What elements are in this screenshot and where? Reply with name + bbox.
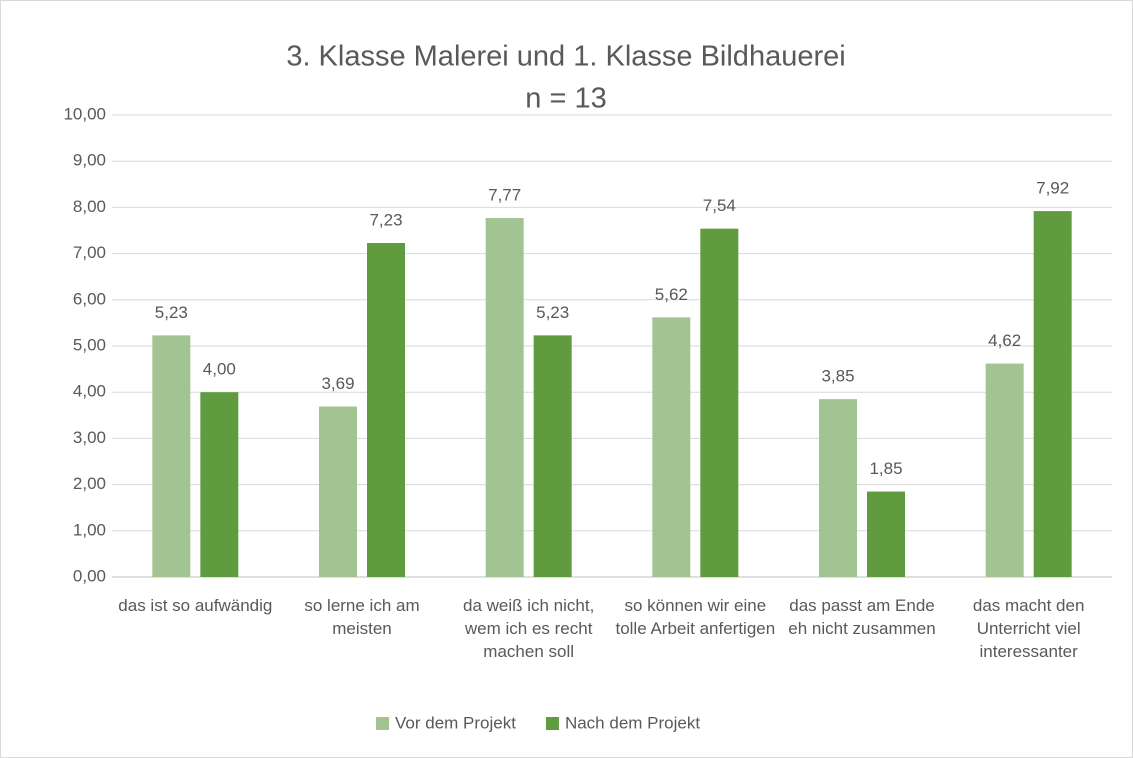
chart-title: 3. Klasse Malerei und 1. Klasse Bildhaue… <box>286 41 845 73</box>
value-label: 3,85 <box>821 367 854 386</box>
y-tick-label: 7,00 <box>73 243 106 262</box>
value-label: 7,92 <box>1036 179 1069 198</box>
x-tick-label: das passt am Ende eh nicht zusammen <box>788 596 936 638</box>
bar <box>485 218 524 577</box>
y-tick-label: 10,00 <box>63 104 106 123</box>
legend-label: Nach dem Projekt <box>565 713 700 732</box>
y-tick-label: 4,00 <box>73 382 106 401</box>
x-tick-label: da weiß ich nicht, wem ich es recht mach… <box>462 596 595 661</box>
x-tick-label: so können wir eine tolle Arbeit anfertig… <box>615 596 776 638</box>
value-label: 1,85 <box>869 459 902 478</box>
x-tick-label: das macht den Unterricht viel interessan… <box>972 596 1085 661</box>
y-tick-label: 1,00 <box>73 520 106 539</box>
value-label: 5,23 <box>536 303 569 322</box>
bar <box>819 399 857 577</box>
y-tick-label: 6,00 <box>73 289 106 308</box>
value-label: 3,69 <box>321 374 354 393</box>
bar <box>152 335 191 577</box>
legend-swatch <box>545 717 559 730</box>
bar <box>533 335 572 577</box>
x-tick-label-box: das macht den Unterricht viel interessan… <box>972 596 1085 661</box>
value-label: 7,77 <box>488 186 521 205</box>
value-label: 7,23 <box>369 210 402 229</box>
x-tick-label-box: das passt am Ende eh nicht zusammen <box>788 596 936 638</box>
bar <box>200 392 239 577</box>
bar <box>319 406 357 577</box>
value-label: 5,23 <box>155 303 188 322</box>
bar <box>700 228 739 578</box>
bar <box>867 491 905 577</box>
x-tick-label-box: so können wir eine tolle Arbeit anfertig… <box>615 596 776 638</box>
bar <box>985 363 1024 577</box>
y-tick-label: 5,00 <box>73 335 106 354</box>
y-tick-label: 3,00 <box>73 428 106 447</box>
value-label: 7,54 <box>703 196 736 215</box>
value-label: 4,62 <box>988 331 1021 350</box>
y-tick-label: 9,00 <box>73 151 106 170</box>
value-label: 4,00 <box>203 360 236 379</box>
x-tick-label: das ist so aufwändig <box>118 596 273 615</box>
x-tick-label-box: so lerne ich am meisten <box>304 596 420 638</box>
y-tick-label: 2,00 <box>73 474 106 493</box>
legend-swatch <box>376 717 389 730</box>
legend-label: Vor dem Projekt <box>395 713 516 732</box>
x-tick-label: so lerne ich am meisten <box>304 596 420 638</box>
bar <box>652 317 691 577</box>
chart-subtitle: n = 13 <box>525 83 606 115</box>
x-tick-label-box: da weiß ich nicht, wem ich es recht mach… <box>462 596 595 661</box>
x-tick-label-box: das ist so aufwändig <box>118 596 273 615</box>
bar <box>367 242 405 577</box>
value-label: 5,62 <box>655 285 688 304</box>
y-tick-label: 0,00 <box>73 566 106 585</box>
bar <box>1033 211 1072 577</box>
y-tick-label: 8,00 <box>73 197 106 216</box>
